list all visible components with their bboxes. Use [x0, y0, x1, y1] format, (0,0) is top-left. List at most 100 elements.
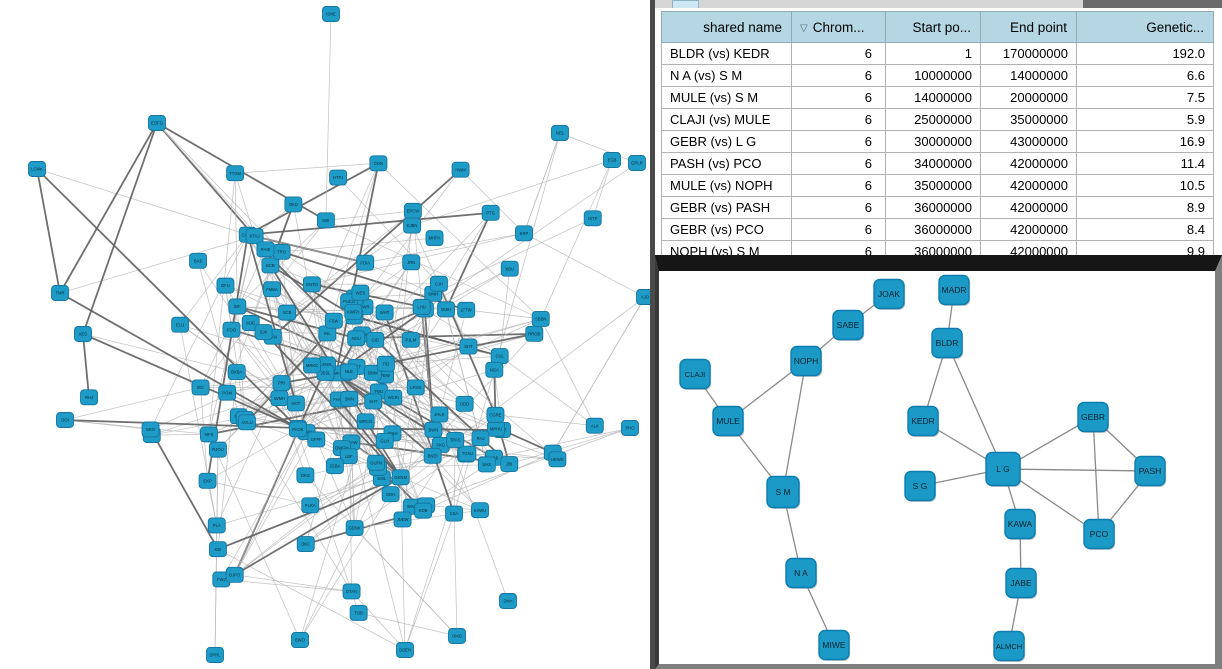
overview-node[interactable]: LHU: [412, 298, 431, 315]
network-node-BLDR[interactable]: BLDR: [931, 327, 964, 360]
overview-node[interactable]: BWN: [424, 421, 443, 438]
network-edge-BLDR-LG[interactable]: [946, 342, 1004, 470]
overview-node[interactable]: WRCG: [356, 413, 375, 430]
overview-node[interactable]: TRO: [272, 243, 291, 260]
network-node-ALMCH[interactable]: ALMCH: [993, 630, 1026, 663]
table-tab-fragment[interactable]: [672, 0, 699, 8]
overview-node[interactable]: BKBA: [227, 364, 246, 381]
overview-node[interactable]: LPSO: [406, 379, 425, 396]
overview-network-canvas[interactable]: ISNE LCMK EOFG TMR AEG OOI DPRL SOEH OMG DNH GPLR A…: [0, 0, 650, 669]
overview-node[interactable]: KRP: [515, 225, 533, 242]
overview-node[interactable]: PLA: [207, 517, 226, 534]
overview-node[interactable]: PRI: [272, 375, 291, 392]
overview-node[interactable]: AJO: [636, 289, 651, 305]
overview-node[interactable]: GID: [366, 331, 385, 348]
column-header-1[interactable]: ▽ Chrom...: [791, 11, 886, 43]
overview-node[interactable]: RAIE: [256, 241, 275, 258]
overview-node[interactable]: TOB: [349, 604, 368, 621]
network-node-KEDR[interactable]: KEDR: [907, 405, 940, 438]
column-header-0[interactable]: shared name: [661, 11, 792, 43]
network-node-KAWA[interactable]: KAWA: [1004, 508, 1037, 541]
overview-node[interactable]: LBF: [339, 448, 358, 465]
overview-node[interactable]: BJPO: [225, 566, 244, 583]
overview-node[interactable]: LCMK: [28, 161, 46, 177]
overview-node[interactable]: KWFH: [344, 304, 363, 320]
table-row[interactable]: GEBR (vs) PASH 6 36000000 42000000 8.9: [661, 196, 1214, 219]
overview-node[interactable]: BNDI: [423, 447, 442, 464]
overview-node[interactable]: BWO: [291, 632, 309, 648]
overview-node[interactable]: PAOK: [288, 421, 307, 438]
overview-node[interactable]: JBI: [500, 456, 519, 473]
overview-node[interactable]: DPRL: [206, 647, 224, 663]
overview-node[interactable]: EOFG: [148, 115, 166, 131]
overview-node[interactable]: GFPF: [307, 431, 326, 448]
overview-node[interactable]: ALK: [585, 417, 604, 434]
overview-node[interactable]: DNH: [499, 593, 517, 609]
overview-node[interactable]: JGBA: [325, 458, 344, 475]
overview-node[interactable]: EPCW: [403, 202, 422, 219]
overview-node[interactable]: SHT: [364, 393, 383, 410]
overview-node[interactable]: IBF: [228, 298, 247, 315]
overview-node[interactable]: PJLM: [401, 331, 420, 348]
overview-node[interactable]: CSA: [445, 505, 464, 522]
network-node-SM[interactable]: S M: [766, 475, 801, 510]
network-node-JABE[interactable]: JABE: [1005, 567, 1038, 600]
network-node-MADR[interactable]: MADR: [938, 274, 971, 307]
overview-node[interactable]: POM: [218, 384, 237, 401]
overview-node[interactable]: GUFN: [367, 454, 386, 471]
overview-node[interactable]: WJIH: [437, 301, 456, 318]
overview-node[interactable]: DFU: [216, 277, 235, 294]
overview-node[interactable]: FOIA: [356, 254, 375, 271]
overview-node[interactable]: DON: [369, 155, 388, 172]
overview-node[interactable]: TMR: [51, 285, 69, 301]
overview-node[interactable]: HWM: [451, 161, 470, 178]
overview-node[interactable]: JNEW: [393, 511, 412, 528]
network-node-GEBR[interactable]: GEBR: [1077, 401, 1110, 434]
overview-node[interactable]: KBU: [500, 260, 519, 277]
overview-node[interactable]: RAJ: [471, 430, 490, 447]
overview-node[interactable]: ISNE: [322, 6, 340, 22]
overview-node[interactable]: KDB: [414, 502, 433, 519]
overview-node[interactable]: NOU: [347, 330, 366, 347]
panel-divider[interactable]: [650, 0, 655, 669]
overview-node[interactable]: WES: [351, 284, 370, 301]
overview-node[interactable]: GKNM: [391, 469, 410, 486]
network-node-MIWE[interactable]: MIWE: [818, 629, 851, 662]
network-node-JOAK[interactable]: JOAK: [873, 278, 906, 311]
overview-node[interactable]: DKG: [296, 467, 315, 484]
overview-node[interactable]: HTPJ: [329, 169, 348, 186]
network-node-NOPH[interactable]: NOPH: [790, 345, 823, 378]
detail-network-canvas[interactable]: JOAK MADR SABE NOPH CLAJI BLDR MULE KEDR GEBR L G…: [659, 271, 1215, 664]
table-row[interactable]: BLDR (vs) KEDR 6 1 170000000 192.0: [661, 42, 1214, 65]
overview-node[interactable]: GLH: [375, 432, 394, 449]
overview-node[interactable]: SBBN: [531, 310, 550, 327]
overview-node[interactable]: HEWE: [548, 451, 567, 468]
overview-node[interactable]: NEL: [551, 125, 569, 141]
column-header-4[interactable]: Genetic...: [1076, 11, 1214, 43]
overview-node[interactable]: RHJ: [80, 389, 98, 406]
table-row[interactable]: GEBR (vs) L G 6 30000000 43000000 16.9: [661, 130, 1214, 153]
overview-node[interactable]: ODH: [381, 486, 400, 503]
overview-node[interactable]: SHT: [459, 338, 478, 355]
overview-node[interactable]: SMN: [340, 390, 359, 407]
table-row[interactable]: PASH (vs) PCO 6 34000000 42000000 11.4: [661, 152, 1214, 175]
overview-node[interactable]: IEC: [191, 379, 210, 396]
network-node-PASH[interactable]: PASH: [1134, 455, 1167, 488]
column-header-3[interactable]: End point: [980, 11, 1077, 43]
table-row[interactable]: N A (vs) S M 6 10000000 14000000 6.6: [661, 64, 1214, 87]
overview-node[interactable]: UHS: [477, 456, 496, 473]
overview-node[interactable]: IWMH: [270, 390, 289, 407]
overview-node[interactable]: TTGM: [226, 165, 245, 182]
network-edge-GEBR-PCO[interactable]: [1092, 416, 1100, 535]
overview-node[interactable]: FSW: [324, 312, 343, 329]
network-edge-LG-PASH[interactable]: [1002, 468, 1151, 472]
overview-node[interactable]: EUJ: [171, 316, 190, 333]
overview-node[interactable]: JHLK: [430, 406, 449, 423]
overview-node[interactable]: LTTW: [457, 301, 476, 318]
overview-node[interactable]: OKD: [284, 196, 303, 213]
overview-node[interactable]: DTAN: [342, 583, 361, 600]
overview-node[interactable]: SOEH: [396, 642, 414, 658]
table-row[interactable]: MULE (vs) S M 6 14000000 20000000 7.5: [661, 86, 1214, 109]
overview-node[interactable]: GDNK: [345, 520, 364, 537]
overview-node[interactable]: BAS: [189, 252, 208, 269]
